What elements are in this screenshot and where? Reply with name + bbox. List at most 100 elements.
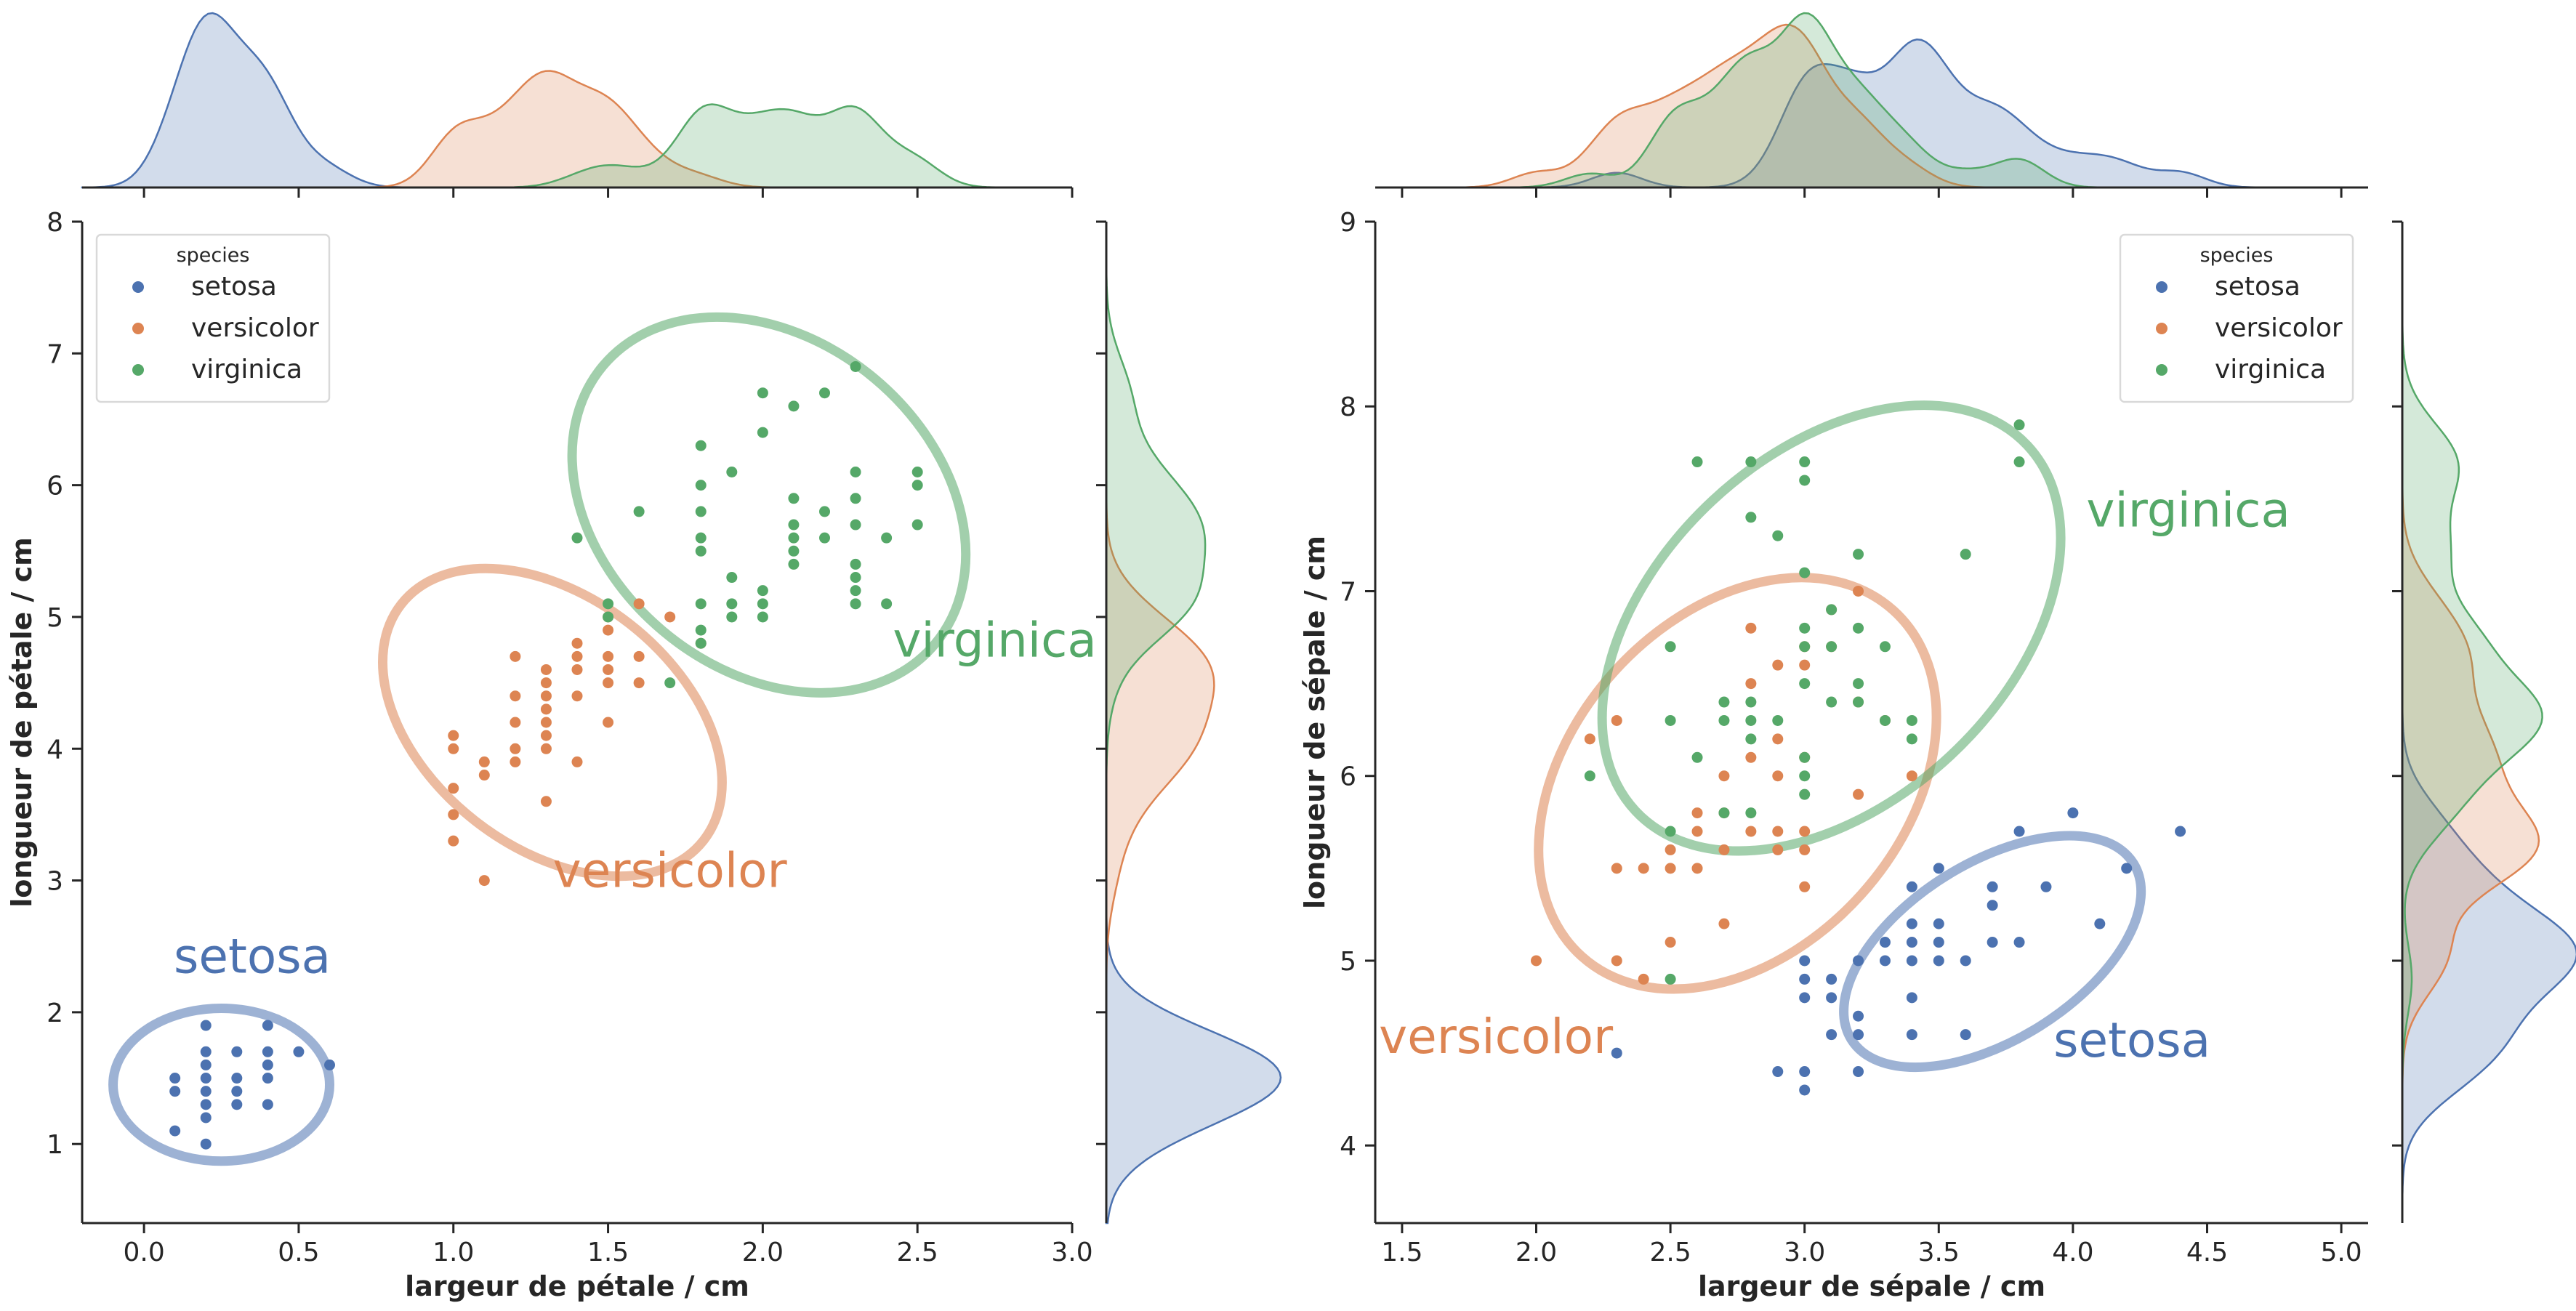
point-setosa [200, 1073, 212, 1084]
point-virginica [819, 387, 830, 399]
point-virginica [1799, 641, 1811, 653]
point-setosa [1987, 937, 1998, 948]
point-virginica [788, 400, 800, 412]
x-tick-label: 0.0 [123, 1238, 164, 1267]
point-setosa [1611, 1047, 1622, 1059]
point-setosa [2175, 826, 2186, 837]
ellipse-virginica [1597, 400, 2066, 856]
ellipse-versicolor [1534, 573, 1941, 994]
point-virginica [1584, 770, 1595, 782]
point-versicolor [1665, 844, 1676, 855]
point-setosa [262, 1059, 273, 1070]
point-setosa [231, 1099, 243, 1110]
point-virginica [881, 598, 893, 610]
point-setosa [2094, 918, 2106, 929]
point-versicolor [1772, 659, 1784, 671]
point-virginica [1772, 530, 1784, 541]
point-versicolor [1853, 585, 1864, 597]
point-virginica [850, 598, 861, 610]
point-setosa [1799, 1084, 1811, 1096]
point-setosa [1799, 955, 1811, 967]
cluster-ellipses [1534, 400, 2146, 1073]
sepal-joint-plot: 1.5 2.0 2.5 3.0 3.5 4.0 4.5 5.0 4 5 6 7 8 9 largeur de… [1299, 12, 2576, 1302]
point-versicolor [1611, 863, 1622, 874]
x-tick-label: 3.0 [1051, 1238, 1092, 1267]
point-virginica [695, 624, 707, 636]
petal-length-kde-marginal [1096, 220, 1282, 1225]
main-axes: 1.5 2.0 2.5 3.0 3.5 4.0 4.5 5.0 4 5 6 7 8 9 largeur de… [1299, 208, 2368, 1302]
point-virginica [850, 493, 861, 504]
ellipse-setosa [108, 1003, 334, 1166]
point-virginica [757, 611, 768, 623]
point-setosa [1987, 881, 1998, 892]
point-setosa [2013, 937, 2025, 948]
point-setosa [231, 1086, 243, 1097]
point-versicolor [540, 730, 552, 741]
legend-marker-setosa [132, 281, 144, 293]
point-versicolor [1611, 955, 1622, 967]
point-virginica [695, 532, 707, 544]
point-virginica [603, 598, 614, 610]
point-virginica [726, 467, 738, 477]
point-versicolor [664, 611, 676, 623]
point-versicolor [510, 743, 521, 754]
point-setosa [1879, 937, 1891, 948]
point-virginica [819, 532, 830, 544]
point-setosa [231, 1046, 243, 1057]
point-virginica [1853, 622, 1864, 634]
point-virginica [1826, 604, 1838, 616]
point-versicolor [510, 650, 521, 662]
y-tick-label: 4 [1340, 1132, 1356, 1161]
point-virginica [726, 611, 738, 623]
point-setosa [1933, 937, 1944, 948]
point-virginica [1718, 714, 1730, 726]
point-virginica [819, 506, 830, 517]
legend-label-setosa: setosa [2215, 272, 2301, 302]
point-versicolor [1745, 622, 1757, 634]
point-virginica [757, 585, 768, 597]
annotation-versicolor: versicolor [553, 843, 788, 899]
point-versicolor [540, 663, 552, 675]
point-virginica [2013, 456, 2025, 468]
point-virginica [1826, 641, 1838, 653]
point-virginica [1745, 456, 1757, 468]
point-versicolor [540, 690, 552, 702]
point-versicolor [540, 703, 552, 715]
x-tick-label: 2.5 [1649, 1238, 1691, 1267]
point-versicolor [448, 783, 459, 794]
legend-marker-versicolor [132, 323, 144, 334]
point-versicolor [510, 756, 521, 767]
point-virginica [1745, 696, 1757, 708]
point-setosa [200, 1086, 212, 1097]
legend: species setosa versicolor virginica [2119, 233, 2354, 403]
point-virginica [1665, 973, 1676, 985]
point-virginica [881, 532, 893, 544]
point-versicolor [1718, 844, 1730, 855]
x-tick-label: 2.0 [742, 1238, 784, 1267]
point-virginica [1799, 567, 1811, 578]
point-versicolor [478, 756, 490, 767]
point-setosa [2067, 807, 2079, 819]
point-versicolor [603, 717, 614, 728]
point-setosa [1906, 955, 1917, 967]
point-versicolor [448, 835, 459, 847]
point-setosa [1906, 1029, 1917, 1041]
legend-title: species [2200, 244, 2274, 267]
point-setosa [1987, 900, 1998, 911]
point-setosa [1906, 881, 1917, 892]
point-virginica [850, 467, 861, 477]
point-virginica [788, 493, 800, 504]
point-virginica [1826, 696, 1838, 708]
legend-title: species [177, 244, 250, 267]
point-virginica [2013, 419, 2025, 431]
point-setosa [200, 1059, 212, 1070]
point-virginica [788, 519, 800, 531]
x-tick-label: 1.0 [432, 1238, 474, 1267]
point-setosa [169, 1073, 181, 1084]
point-setosa [169, 1125, 181, 1137]
point-virginica [1745, 807, 1757, 819]
x-tick-label: 2.0 [1516, 1238, 1557, 1267]
point-virginica [911, 519, 923, 531]
x-tick-label: 0.5 [278, 1238, 319, 1267]
y-tick-label: 7 [1340, 577, 1356, 607]
